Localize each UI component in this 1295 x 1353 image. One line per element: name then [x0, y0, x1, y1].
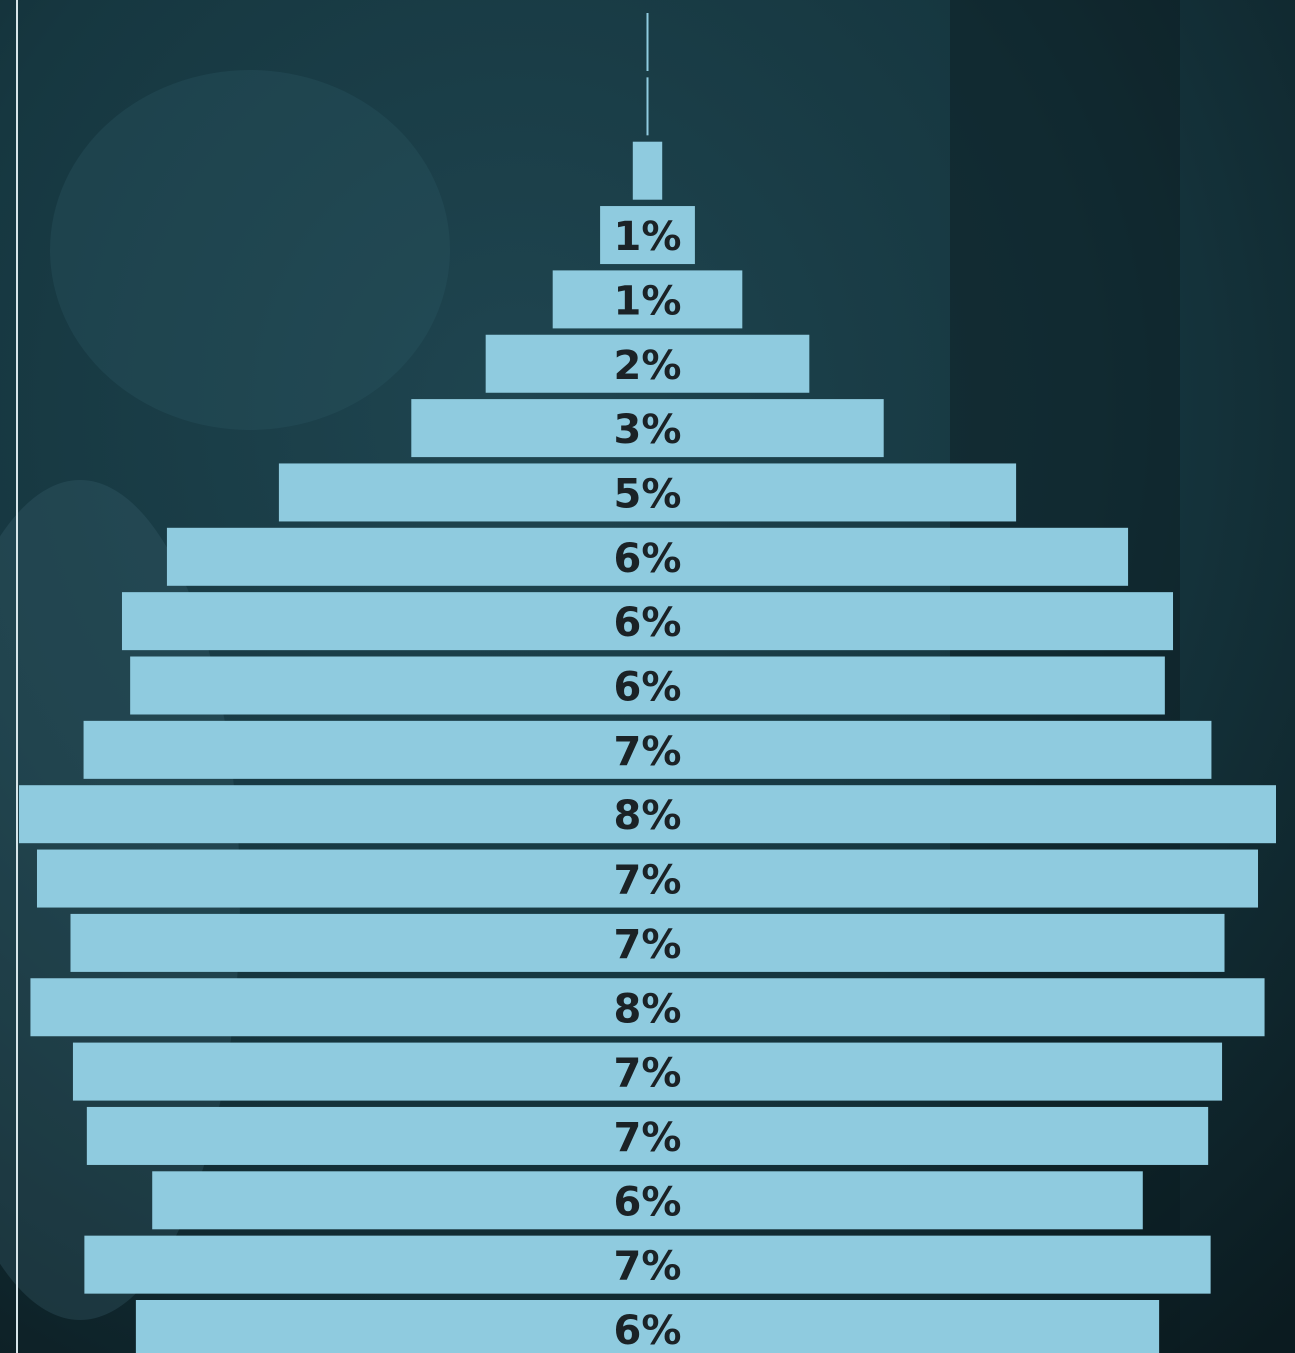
- value-label: 7%: [614, 729, 682, 775]
- bar: [19, 785, 1276, 844]
- bar: [166, 527, 1129, 586]
- value-label: 1%: [614, 278, 682, 324]
- value-label: 6%: [614, 1308, 682, 1353]
- value-label: 7%: [614, 1244, 682, 1290]
- bar: [485, 334, 810, 393]
- bar: [600, 206, 695, 265]
- bar: [30, 978, 1265, 1037]
- value-label: 1%: [614, 214, 682, 260]
- value-label: 7%: [614, 1051, 682, 1097]
- photo-shade: [50, 70, 450, 430]
- bar: [552, 270, 743, 329]
- value-label: 8%: [614, 986, 682, 1032]
- value-label: 6%: [614, 665, 682, 711]
- bar: [632, 141, 663, 200]
- value-label: 7%: [614, 1115, 682, 1161]
- value-label: 6%: [614, 600, 682, 646]
- bar: [411, 399, 884, 458]
- bar: [135, 1300, 1160, 1353]
- bar: [130, 656, 1165, 715]
- value-label: 6%: [614, 536, 682, 582]
- value-label: 7%: [614, 922, 682, 968]
- value-label: 3%: [614, 407, 682, 453]
- value-label: 6%: [614, 1179, 682, 1225]
- value-label: 7%: [614, 858, 682, 904]
- bar: [646, 13, 649, 71]
- bar: [83, 720, 1212, 779]
- bar: [70, 913, 1225, 972]
- value-label: 8%: [614, 793, 682, 839]
- value-label: 2%: [614, 343, 682, 389]
- bar: [646, 77, 649, 136]
- bars: 1% 1% 2% 3% 5% 6% 6% 6% 7% 8% 7% 7% 8% 7% 7% 6% 7% 6%: [19, 13, 1276, 1353]
- bar: [72, 1042, 1223, 1101]
- bar: [36, 849, 1259, 908]
- bar: [152, 1171, 1143, 1230]
- value-label: 5%: [614, 471, 682, 517]
- bar: [121, 592, 1174, 651]
- bar: [86, 1106, 1209, 1165]
- bar: [84, 1235, 1211, 1294]
- bar: [278, 463, 1017, 522]
